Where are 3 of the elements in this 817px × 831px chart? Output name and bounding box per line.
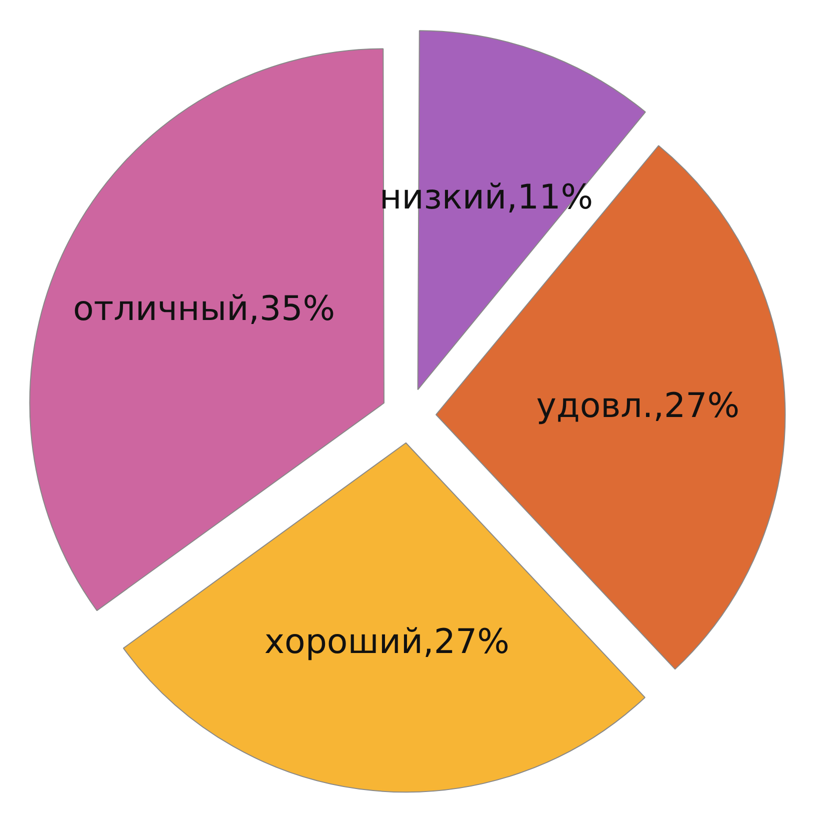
slice-label: отличный,35% bbox=[72, 289, 336, 330]
slice-label: удовл.,27% bbox=[536, 386, 740, 426]
slice-label: хороший,27% bbox=[264, 622, 510, 662]
